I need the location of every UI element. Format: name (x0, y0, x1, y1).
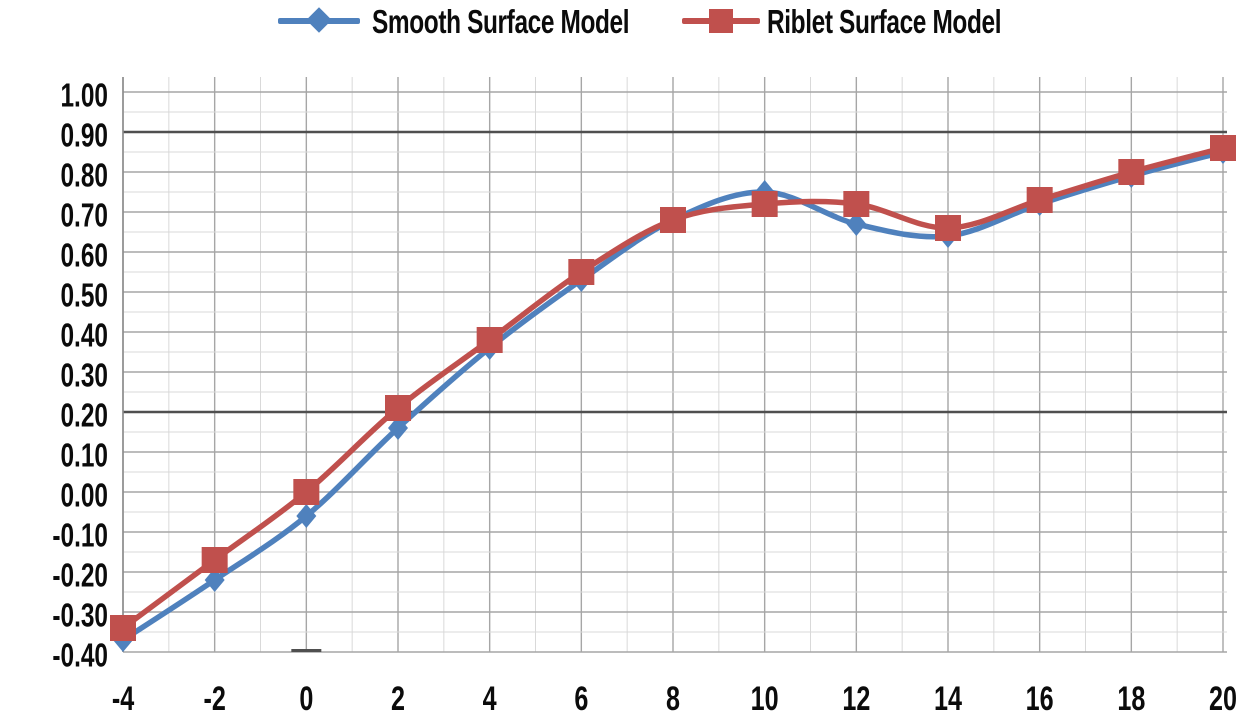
legend-label-riblet: Riblet Surface Model (767, 3, 1002, 40)
y-tick-label: -0.40 (52, 638, 108, 674)
x-tick-label: 0 (299, 680, 313, 717)
x-tick-label: -2 (203, 680, 225, 717)
riblet-square-icon (709, 9, 733, 33)
y-tick-label: 0.20 (60, 398, 108, 434)
x-tick-label: 10 (751, 680, 779, 717)
gridlines (122, 77, 1227, 653)
y-tick-label: 0.60 (60, 238, 108, 274)
y-axis-tick-labels: 1.00 0.90 0.80 0.70 0.60 0.50 0.40 0.30 0.20 0.10… (52, 78, 108, 674)
square-marker (935, 215, 961, 241)
legend-label-smooth: Smooth Surface Model (372, 3, 630, 40)
x-tick-label: 8 (666, 680, 680, 717)
x-tick-label: 2 (391, 680, 405, 717)
square-marker (476, 327, 503, 353)
y-tick-label: 0.90 (60, 118, 108, 154)
series-riblet (110, 135, 1236, 641)
y-tick-label: 0.00 (60, 478, 108, 514)
x-tick-label: 12 (842, 680, 870, 717)
square-marker (1210, 135, 1236, 161)
y-tick-label: 0.70 (60, 198, 108, 234)
x-tick-label: 18 (1117, 680, 1145, 717)
y-tick-label: 1.00 (60, 78, 108, 114)
y-tick-label: -0.10 (52, 518, 108, 554)
x-tick-label: 16 (1026, 680, 1054, 717)
square-marker (660, 207, 686, 233)
square-marker (385, 395, 411, 421)
y-tick-label: -0.20 (52, 558, 108, 594)
legend: Smooth Surface Model Riblet Surface Mode… (0, 0, 1250, 48)
y-tick-label: 0.40 (60, 318, 108, 354)
x-axis-tick-labels: -4 -2 0 2 4 6 8 10 12 14 16 18 20 (112, 680, 1237, 717)
square-marker (751, 191, 778, 217)
square-marker (110, 615, 136, 641)
diamond-marker (296, 504, 317, 528)
x-tick-label: 20 (1209, 680, 1237, 717)
y-tick-label: 0.10 (60, 438, 108, 474)
x-tick-label: 4 (483, 680, 497, 717)
x-tick-label: 6 (574, 680, 588, 717)
square-marker (1118, 159, 1145, 185)
x-tick-label: 14 (934, 680, 962, 717)
y-tick-label: 0.30 (60, 358, 108, 394)
diamond-marker (846, 212, 867, 236)
y-tick-label: 0.80 (60, 158, 108, 194)
diamond-marker (204, 568, 225, 592)
square-marker (568, 259, 595, 285)
square-marker (843, 191, 870, 217)
x-tick-label: -4 (112, 680, 135, 717)
square-marker (201, 547, 228, 573)
diamond-marker (388, 416, 408, 440)
square-marker (293, 479, 320, 505)
square-marker (1026, 187, 1053, 213)
y-tick-label: -0.30 (52, 598, 108, 634)
y-tick-label: 0.50 (60, 278, 108, 314)
